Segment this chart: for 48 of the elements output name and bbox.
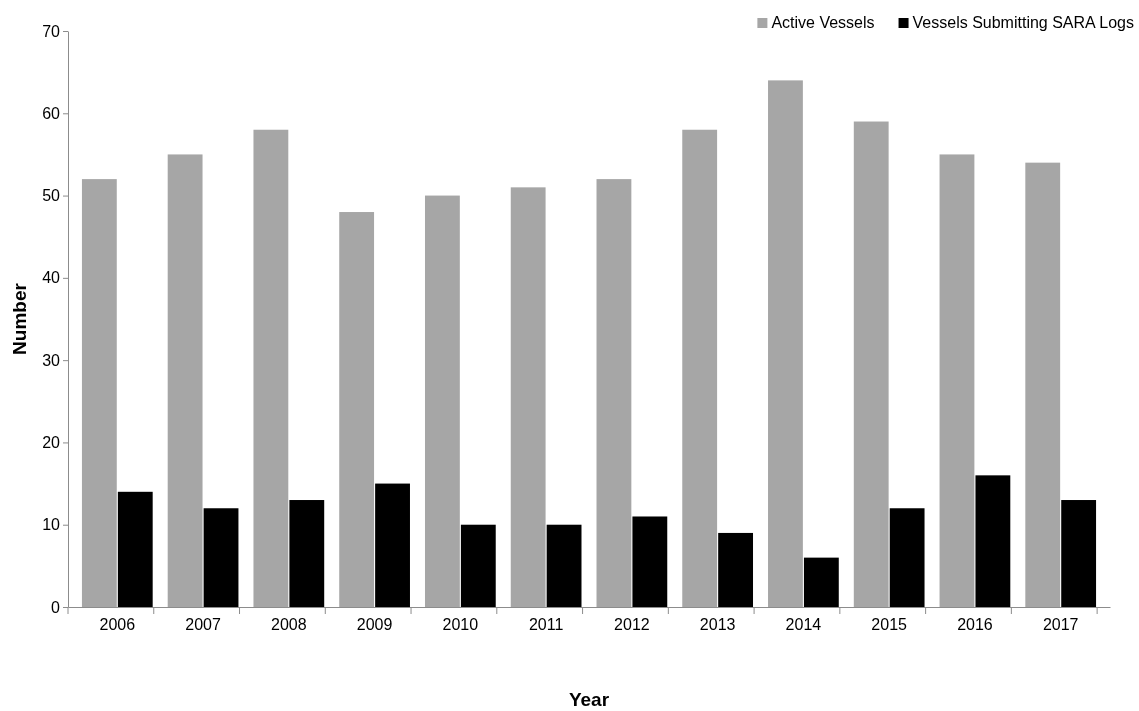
x-tick-label: 2012 <box>614 616 650 634</box>
y-tick-label: 60 <box>42 104 61 122</box>
y-tick-label: 10 <box>42 516 61 534</box>
bar <box>546 524 582 607</box>
legend-label: Vessels Submitting SARA Logs <box>912 14 1134 31</box>
bar <box>460 524 496 607</box>
bar <box>81 179 117 607</box>
bar <box>682 129 718 607</box>
bar <box>510 187 546 607</box>
y-tick-label: 0 <box>51 598 61 616</box>
y-tick-label: 70 <box>42 22 61 40</box>
bar <box>339 212 375 607</box>
x-tick-label: 2014 <box>785 616 822 634</box>
bar <box>718 532 754 607</box>
x-tick-label: 2009 <box>356 616 393 634</box>
bar <box>203 508 239 607</box>
bar <box>768 80 803 607</box>
x-tick-label: 2010 <box>442 616 479 634</box>
bar <box>253 129 289 607</box>
legend-label: Active Vessels <box>771 14 875 31</box>
x-tick-label: 2007 <box>185 616 221 634</box>
x-tick-label: 2017 <box>1042 616 1079 634</box>
y-tick-label: 30 <box>42 351 61 369</box>
bar <box>375 483 410 607</box>
bar <box>289 500 325 607</box>
bar <box>596 179 632 607</box>
bar <box>803 557 839 607</box>
y-tick-label: 20 <box>42 434 61 452</box>
y-tick-label: 40 <box>42 269 61 287</box>
bar <box>853 121 889 607</box>
x-axis-title: Year <box>568 689 610 710</box>
x-tick-label: 2011 <box>528 616 564 634</box>
x-tick-label: 2016 <box>957 616 993 634</box>
bar <box>167 154 203 607</box>
bar <box>889 508 925 607</box>
bar <box>939 154 975 607</box>
x-tick-label: 2008 <box>271 616 307 634</box>
bar <box>1025 162 1061 607</box>
bar <box>632 516 668 607</box>
bar <box>1061 500 1097 607</box>
bar <box>975 475 1011 607</box>
bar <box>117 491 153 607</box>
bar <box>424 195 460 607</box>
x-tick-label: 2013 <box>699 616 736 634</box>
x-tick-label: 2015 <box>871 616 908 634</box>
y-axis-title: Number <box>9 282 30 355</box>
x-tick-label: 2006 <box>99 616 136 634</box>
y-tick-label: 50 <box>42 187 61 205</box>
